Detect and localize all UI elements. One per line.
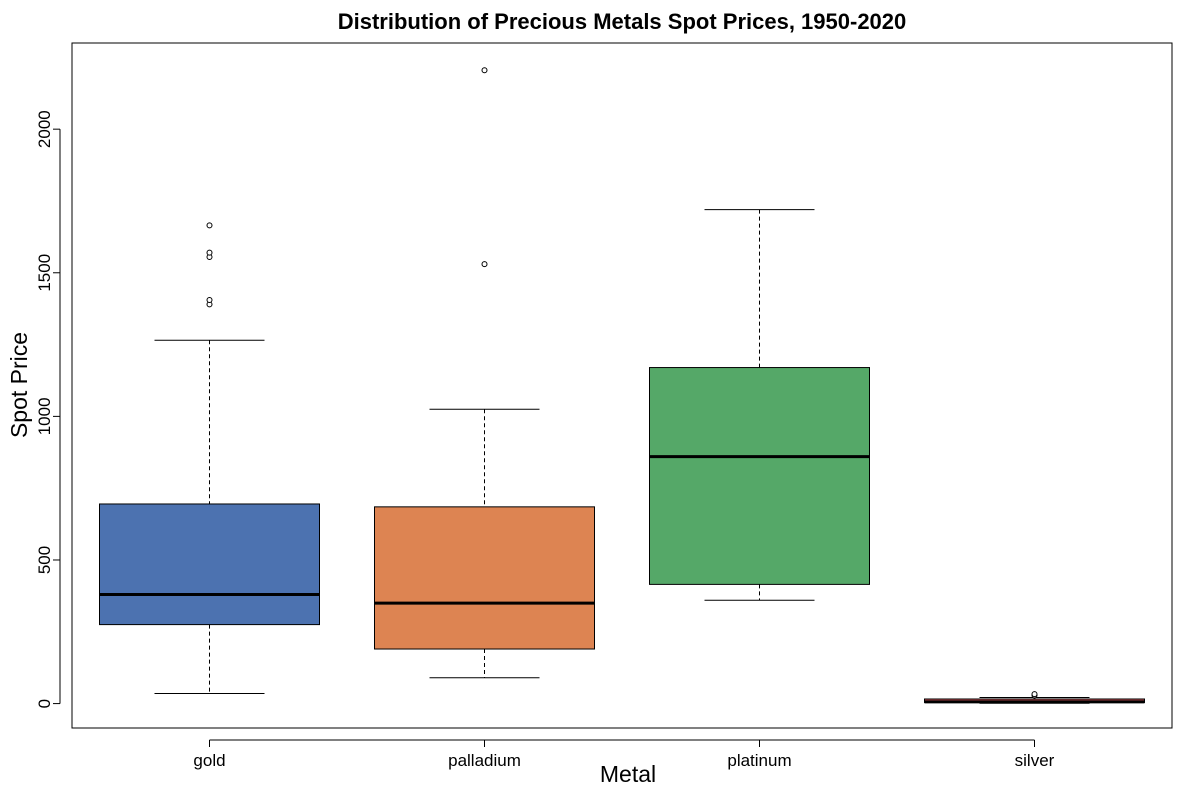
y-axis-title: Spot Price [6, 332, 32, 438]
iqr-box [99, 503, 320, 626]
y-tick-label: 0 [35, 699, 54, 708]
outlier-point [481, 67, 488, 74]
outlier-point [206, 297, 213, 304]
boxes-layer [99, 67, 1145, 704]
iqr-box [374, 506, 595, 650]
y-tick-label: 2000 [35, 110, 54, 148]
y-tick-label: 1500 [35, 254, 54, 292]
box-gold [99, 222, 320, 695]
box-silver [924, 691, 1145, 704]
outlier-point [206, 222, 213, 229]
outlier-point [206, 249, 213, 256]
outlier-point [481, 261, 488, 268]
x-tick-label: gold [193, 751, 225, 770]
box-platinum [649, 209, 870, 601]
outlier-point [1031, 691, 1038, 698]
x-axis: gold palladium platinum silver [193, 739, 1055, 770]
x-axis-title: Metal [600, 761, 656, 787]
iqr-box [649, 367, 870, 585]
x-tick-label: silver [1015, 751, 1055, 770]
y-tick-label: 500 [35, 546, 54, 574]
plot-frame [71, 42, 1173, 729]
x-tick-label: platinum [727, 751, 791, 770]
x-tick-label: palladium [448, 751, 521, 770]
y-tick-label: 1000 [35, 397, 54, 435]
box-palladium [374, 67, 595, 679]
chart-title: Distribution of Precious Metals Spot Pri… [337, 9, 907, 34]
y-axis: 0 500 1000 1500 2000 [35, 110, 61, 708]
